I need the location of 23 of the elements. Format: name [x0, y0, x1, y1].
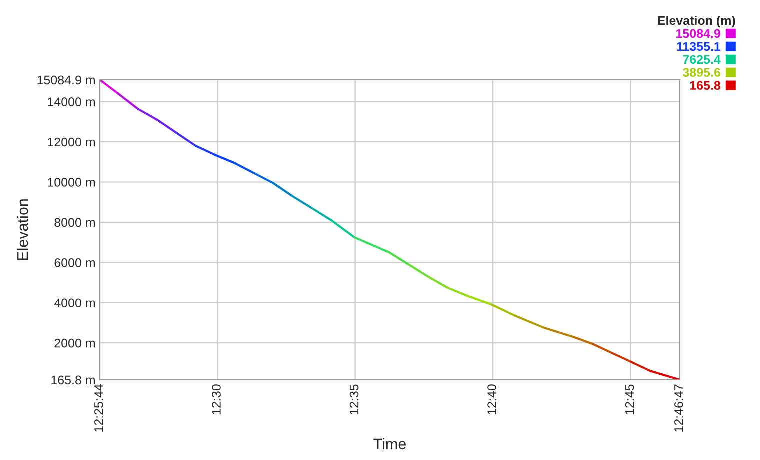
- y-tick-label: 165.8 m: [52, 376, 96, 385]
- x-tick-label: 12:30: [212, 384, 221, 414]
- x-tick-label: 12:45: [625, 384, 634, 414]
- color-bar-label: 3895.6: [682, 68, 720, 78]
- y-axis-title: Elevation: [16, 200, 28, 260]
- x-tick-label: 12:40: [488, 384, 496, 414]
- x-tick-label: 12:35: [350, 384, 359, 414]
- color-bar-title: Elevation (m): [658, 16, 736, 28]
- y-tick-label: 4000 m: [54, 298, 96, 308]
- y-tick-label: 8000 m: [54, 218, 96, 228]
- y-tick-label: 12000 m: [48, 138, 96, 147]
- x-axis-title: Time: [374, 438, 406, 450]
- y-tick-label: 10000 m: [48, 178, 96, 187]
- x-tick-label: 12:46:47: [674, 384, 684, 432]
- color-bar-label: 11355.1: [677, 42, 721, 52]
- color-bar-label: 7625.4: [683, 55, 721, 64]
- y-tick-label: 14000 m: [48, 98, 96, 106]
- y-tick-label: 6000 m: [54, 258, 96, 268]
- y-tick-label: 2000 m: [54, 338, 96, 348]
- y-tick-label: 15084.9 m: [38, 76, 96, 85]
- x-tick-label: 12:25:44: [94, 384, 104, 432]
- color-bar-label: 165.8: [690, 81, 721, 90]
- color-bar-label: 15084.9: [676, 29, 720, 38]
